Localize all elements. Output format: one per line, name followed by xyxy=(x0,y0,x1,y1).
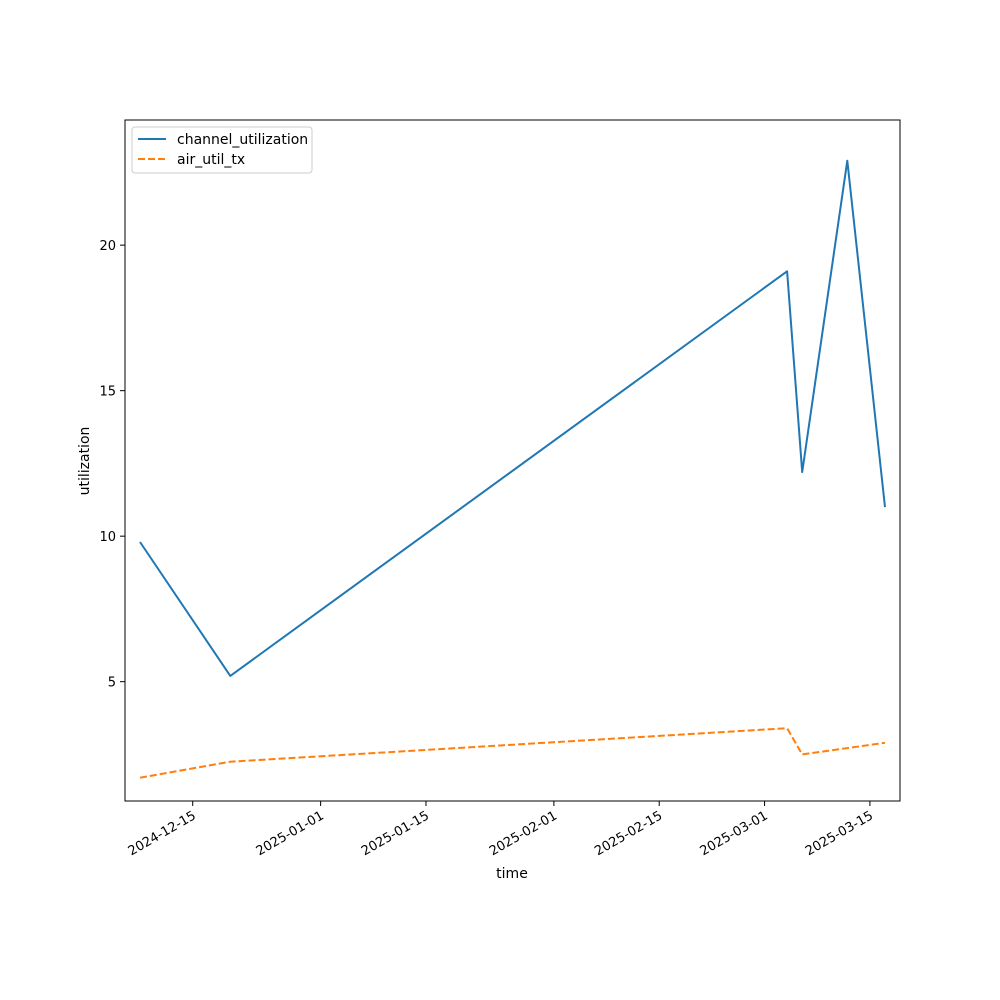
x-tick-label: 2024-12-15 xyxy=(126,808,199,859)
x-tick-label: 2025-01-01 xyxy=(254,808,327,859)
legend: channel_utilization air_util_tx xyxy=(131,126,313,174)
x-tick-label: 2025-03-01 xyxy=(698,808,771,859)
legend-box xyxy=(131,126,313,174)
series-layer xyxy=(139,159,886,779)
y-axis: 5 10 15 20 xyxy=(99,239,125,691)
series-line-air-util-tx xyxy=(139,727,886,779)
x-axis: 2024-12-15 2025-01-01 2025-01-15 2025-02-01… xyxy=(126,801,876,859)
x-tick-label: 2025-02-01 xyxy=(487,808,560,859)
y-tick-label: 15 xyxy=(99,385,116,400)
y-tick-label: 10 xyxy=(99,530,116,545)
x-tick-label: 2025-02-15 xyxy=(592,808,665,859)
y-tick-label: 20 xyxy=(99,239,116,254)
y-axis-label: utilization xyxy=(77,427,93,496)
series-line-channel-utilization xyxy=(139,159,886,677)
x-tick-label: 2025-01-15 xyxy=(359,808,432,859)
plot-frame xyxy=(124,119,901,802)
x-axis-label: time xyxy=(496,866,528,882)
x-tick-label: 2025-03-15 xyxy=(803,808,876,859)
y-tick-label: 5 xyxy=(108,676,116,691)
legend-label-air-util-tx: air_util_tx xyxy=(177,152,245,168)
legend-label-channel-utilization: channel_utilization xyxy=(177,132,308,148)
